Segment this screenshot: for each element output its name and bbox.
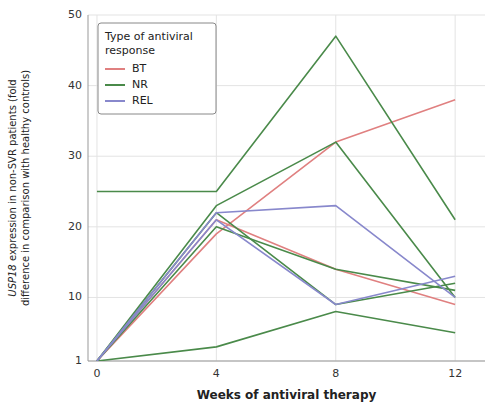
legend: Type of antiviralresponse BT NR REL: [98, 23, 216, 114]
grid-line: [455, 15, 456, 361]
y-tick-label: 50: [68, 8, 82, 21]
grid-line: [88, 15, 485, 16]
y-tick-label: 1: [75, 354, 82, 367]
series-line: [97, 312, 455, 361]
legend-swatch: [105, 100, 125, 102]
y-tick-label: 20: [68, 220, 82, 233]
grid-line: [88, 361, 485, 362]
x-axis-label: Weeks of antiviral therapy: [197, 388, 377, 402]
legend-box: [98, 23, 216, 114]
legend-entry: REL: [132, 94, 154, 107]
x-axis-line: [88, 361, 485, 362]
series-line: [97, 100, 455, 361]
legend-swatch: [105, 84, 125, 86]
legend-entry: NR: [132, 78, 148, 91]
x-tick-label: 12: [448, 367, 462, 380]
grid-line: [96, 15, 97, 361]
y-tick-label: 40: [68, 79, 82, 92]
x-tick-label: 4: [213, 367, 220, 380]
x-tick-label: 8: [332, 367, 339, 380]
legend-title: Type of antiviralresponse: [104, 30, 193, 57]
legend-entry: BT: [132, 62, 147, 75]
grid-line: [88, 156, 485, 157]
y-tick-label: 30: [68, 149, 82, 162]
series-line: [97, 220, 455, 361]
y-axis-label: USP18 expression in non-SVR patients (fo…: [7, 70, 31, 306]
series-line: [97, 142, 455, 361]
legend-swatch: [105, 68, 125, 70]
grid: [88, 15, 485, 361]
grid-line: [88, 226, 485, 227]
series-line: [97, 213, 455, 361]
x-tick-label: 0: [93, 367, 100, 380]
chart: 1 10 20 30 40 50 0 4 8 12 Weeks of antiviral thera…: [0, 0, 500, 413]
series-line: [97, 206, 455, 361]
grid-line: [335, 15, 336, 361]
y-tick-label: 10: [68, 290, 82, 303]
y-axis-line: [88, 15, 89, 361]
